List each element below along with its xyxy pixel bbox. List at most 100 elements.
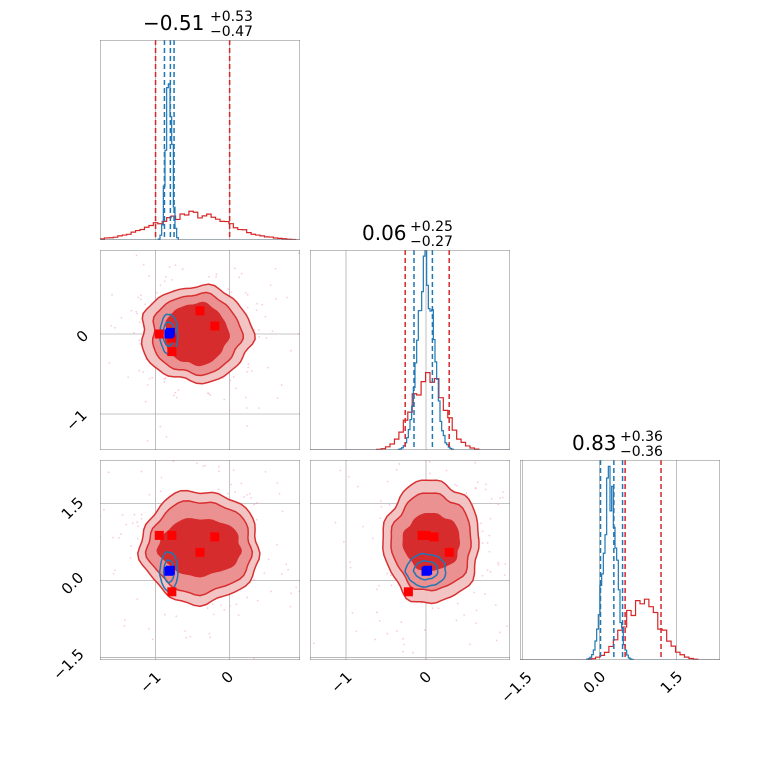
scatter-point: [148, 275, 150, 278]
histogram-p2_red: [520, 598, 720, 660]
marker-blue-1: [423, 565, 433, 575]
scatter-point: [206, 607, 209, 609]
scatter-point: [342, 541, 345, 543]
scatter-point: [386, 632, 389, 635]
scatter-point: [298, 590, 300, 593]
scatter-point: [208, 632, 211, 635]
scatter-point: [136, 598, 139, 601]
scatter-point: [246, 425, 249, 427]
scatter-point: [142, 371, 145, 373]
scatter-point: [349, 561, 352, 563]
scatter-point: [159, 425, 162, 428]
scatter-point: [455, 619, 458, 622]
scatter-point: [398, 463, 401, 465]
scatter-point: [125, 523, 128, 526]
scatter-point: [108, 362, 111, 364]
scatter-point: [506, 625, 509, 628]
scatter-point: [136, 312, 139, 315]
scatter-point: [458, 667, 460, 669]
scatter-point: [253, 578, 256, 581]
scatter-point: [202, 465, 205, 468]
scatter-point: [307, 529, 309, 531]
scatter-point: [514, 573, 516, 575]
scatter-point: [230, 483, 232, 486]
scatter-point: [215, 276, 217, 278]
scatter-point: [127, 376, 130, 379]
scatter-point: [463, 614, 466, 616]
scatter-point: [146, 384, 149, 386]
scatter-point: [485, 483, 487, 486]
scatter-point: [120, 316, 123, 319]
scatter-point: [270, 590, 273, 593]
scatter-point: [244, 291, 247, 294]
scatter-point: [156, 291, 158, 294]
scatter-point: [429, 472, 431, 475]
scatter-point: [110, 324, 113, 327]
panel-hist-p0: [100, 40, 300, 240]
scatter-point: [246, 494, 248, 496]
scatter-point: [175, 396, 178, 399]
scatter-point: [434, 446, 436, 448]
title-p2-minus: −0.36: [620, 444, 663, 460]
scatter-point: [429, 426, 431, 428]
scatter-point: [238, 243, 240, 245]
scatter-point: [388, 503, 391, 506]
scatter-point: [317, 504, 319, 506]
scatter-point: [139, 298, 142, 301]
scatter-point: [445, 469, 448, 472]
scatter-point: [57, 349, 59, 351]
scatter-point: [212, 613, 215, 616]
scatter-point: [497, 561, 500, 564]
scatter-point: [240, 242, 242, 244]
scatter-point: [243, 496, 245, 498]
scatter-point: [217, 465, 220, 468]
scatter-point: [261, 303, 264, 306]
scatter-point: [289, 605, 292, 608]
marker-red-0: [195, 547, 205, 557]
scatter-point: [218, 470, 220, 473]
scatter-point: [91, 645, 93, 647]
scatter-point: [256, 599, 259, 602]
marker-red-1: [210, 321, 220, 331]
scatter-point: [164, 377, 167, 380]
scatter-point: [376, 611, 378, 614]
title-p1-median: 0.06: [362, 221, 407, 245]
scatter-point: [209, 636, 212, 639]
ytick-p1-0: 0: [73, 327, 92, 346]
scatter-point: [121, 514, 124, 516]
scatter-point: [247, 366, 250, 369]
scatter-point: [287, 568, 290, 571]
scatter-point: [244, 396, 247, 399]
scatter-point: [499, 631, 501, 634]
scatter-point: [488, 550, 491, 553]
xtick-p2-neg1.5: −1.5: [497, 668, 535, 706]
scatter-point: [464, 381, 466, 383]
scatter-point: [174, 391, 177, 394]
panel-p1-vs-p0: [57, 242, 300, 450]
contour-blue-1: [162, 559, 175, 584]
scatter-point: [379, 500, 382, 502]
marker-red-0: [195, 306, 205, 316]
histogram-p1_red: [310, 372, 510, 450]
panel-p2-vs-p1: [310, 381, 516, 669]
scatter-point: [240, 272, 243, 275]
scatter-point: [290, 592, 293, 595]
scatter-point: [484, 593, 486, 595]
scatter-point: [111, 294, 113, 296]
scatter-point: [112, 572, 115, 575]
scatter-point: [253, 329, 256, 331]
scatter-point: [357, 485, 359, 488]
histogram-p1_blue: [310, 250, 510, 450]
scatter-point: [374, 638, 377, 641]
scatter-point: [504, 562, 507, 565]
scatter-point: [264, 315, 267, 318]
marker-red-4: [167, 530, 177, 540]
scatter-point: [232, 469, 235, 472]
scatter-point: [235, 603, 238, 606]
scatter-point: [246, 596, 249, 599]
scatter-point: [378, 584, 381, 587]
scatter-point: [379, 517, 382, 520]
scatter-point: [339, 469, 342, 472]
scatter-point: [347, 475, 350, 478]
scatter-point: [163, 381, 166, 383]
